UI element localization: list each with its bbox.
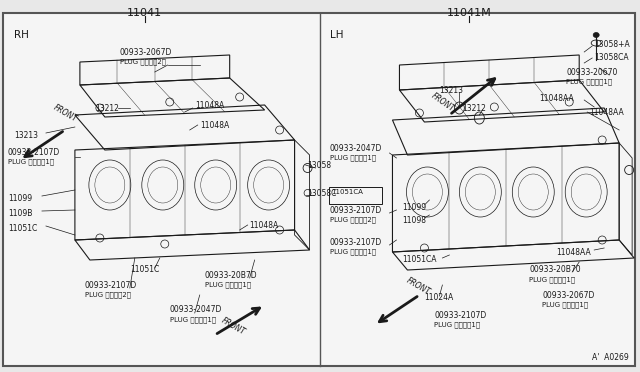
Text: RH: RH — [14, 30, 29, 40]
Text: 00933-2047D: 00933-2047D — [330, 144, 382, 153]
Text: 00933-20B70: 00933-20B70 — [529, 266, 581, 275]
Text: LH: LH — [330, 30, 343, 40]
Text: PLUG プラグ（1）: PLUG プラグ（1） — [8, 159, 54, 165]
Text: PLUG プラグ（1）: PLUG プラグ（1） — [205, 282, 251, 288]
Text: 00933-2067D: 00933-2067D — [542, 291, 595, 299]
Text: 13058CA: 13058CA — [594, 52, 629, 61]
Text: 11041: 11041 — [127, 8, 163, 18]
Text: 11041M: 11041M — [447, 8, 492, 18]
Text: 00933-2107D: 00933-2107D — [330, 205, 382, 215]
Text: 11048AA: 11048AA — [556, 247, 591, 257]
Text: 13212: 13212 — [95, 103, 119, 112]
Text: 1109B: 1109B — [8, 208, 33, 218]
Text: 11048A: 11048A — [195, 100, 224, 109]
Text: 00933-20670: 00933-20670 — [566, 67, 618, 77]
Text: 13213: 13213 — [14, 131, 38, 140]
Text: 00933-20B7D: 00933-20B7D — [205, 270, 257, 279]
Text: PLUG プラグ（2）: PLUG プラグ（2） — [330, 217, 376, 223]
Text: 00933-2107D: 00933-2107D — [330, 237, 382, 247]
Text: PLUG プラグ（1）: PLUG プラグ（1） — [566, 79, 612, 85]
Text: PLUG プラグ（1）: PLUG プラグ（1） — [529, 277, 575, 283]
Text: 00933-2107D: 00933-2107D — [8, 148, 60, 157]
Text: 00933-2107D: 00933-2107D — [435, 311, 486, 320]
Text: 13213: 13213 — [440, 86, 463, 94]
Text: FRONT: FRONT — [52, 103, 79, 124]
Text: 13212: 13212 — [462, 103, 486, 112]
Text: 13058C: 13058C — [308, 189, 337, 198]
Text: PLUG プラグ（2）: PLUG プラグ（2） — [85, 292, 131, 298]
Text: 00933-2107D: 00933-2107D — [85, 280, 137, 289]
Text: FRONT: FRONT — [429, 92, 456, 114]
Text: 11024A: 11024A — [424, 294, 454, 302]
Text: 11051C: 11051C — [8, 224, 37, 232]
Text: 11048A: 11048A — [250, 221, 279, 230]
Text: 13058: 13058 — [308, 160, 332, 170]
Text: 00933-2047D: 00933-2047D — [170, 305, 222, 314]
Text: PLUG プラグ（1）: PLUG プラグ（1） — [170, 317, 216, 323]
Text: PLUG プラグ（2）: PLUG プラグ（2） — [120, 59, 166, 65]
Text: PLUG プラグ（1）: PLUG プラグ（1） — [330, 155, 376, 161]
Text: PLUG プラグ（1）: PLUG プラグ（1） — [542, 302, 588, 308]
Text: 11051C: 11051C — [130, 266, 159, 275]
Text: FRONT: FRONT — [404, 276, 431, 297]
Text: PLUG プラグ（1）: PLUG プラグ（1） — [435, 322, 481, 328]
Text: 11099: 11099 — [8, 193, 32, 202]
Text: A'  A0269: A' A0269 — [593, 353, 629, 362]
Text: 11099: 11099 — [403, 202, 427, 212]
Text: 00933-2067D: 00933-2067D — [120, 48, 172, 57]
Text: PLUG プラグ（1）: PLUG プラグ（1） — [330, 249, 376, 255]
Ellipse shape — [593, 32, 599, 38]
Text: 11048AA: 11048AA — [540, 93, 574, 103]
Text: 13058+A: 13058+A — [594, 39, 630, 48]
Text: 11051CA: 11051CA — [332, 189, 364, 195]
Text: 11051CA: 11051CA — [403, 256, 437, 264]
Text: FRONT: FRONT — [220, 316, 246, 337]
Text: 11098: 11098 — [403, 215, 426, 224]
Text: 11048AA: 11048AA — [589, 108, 624, 116]
Text: 11048A: 11048A — [200, 121, 229, 129]
